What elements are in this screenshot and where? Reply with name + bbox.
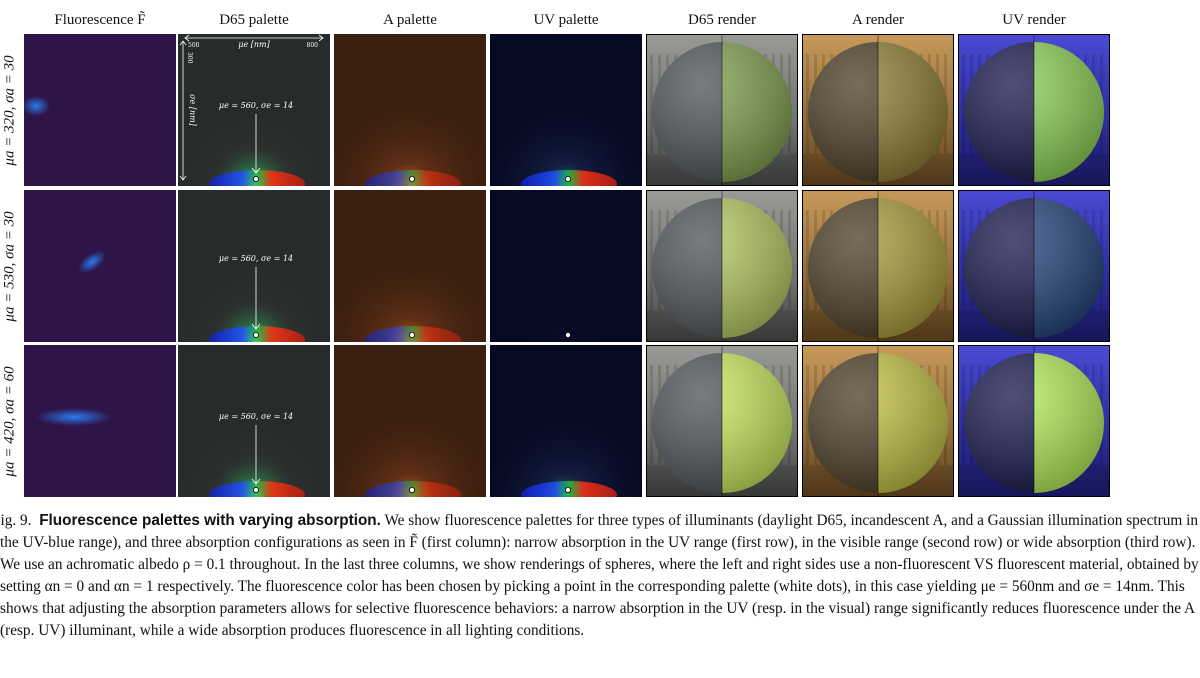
palette-annotation: μe = 560, σe = 14: [219, 101, 293, 110]
uv-render-row-1: [958, 34, 1110, 186]
row-label-3: μa = 420, σa = 60: [1, 365, 18, 477]
y-axis-label: σe [nm]: [188, 94, 197, 127]
a-render-row-2: [802, 190, 954, 342]
absorption-blob: [78, 250, 106, 274]
figure-caption: Fig. 9. Fluorescence palettes with varyi…: [0, 510, 1200, 642]
absorption-blob: [24, 96, 50, 116]
d65-palette-row-2: μe = 560, σe = 14: [178, 190, 330, 342]
a-palette-row-3: [334, 345, 486, 497]
uv-palette-row-1: [490, 34, 642, 186]
header-a-render: A render: [851, 12, 905, 28]
fluorescence-map-row-2: [24, 190, 176, 342]
row-label-1: μa = 320, σa = 30: [1, 54, 18, 166]
selected-point-dot: [565, 486, 572, 493]
d65-palette-row-1: μe = 560, σe = 14 μe [nm] 500 800 σe [nm] 300: [178, 34, 330, 186]
d65-render-row-2: [646, 190, 798, 342]
header-d65-palette: D65 palette: [219, 12, 289, 28]
absorption-blob: [36, 408, 112, 426]
x-axis-min: 500: [188, 42, 200, 49]
caption-title: Fluorescence palettes with varying absor…: [39, 512, 381, 529]
d65-render-row-3: [646, 345, 798, 497]
selected-point-dot: [409, 331, 416, 338]
d65-render-row-1: [646, 34, 798, 186]
a-render-row-1: [802, 34, 954, 186]
header-d65-render: D65 render: [688, 12, 756, 28]
a-palette-row-1: [334, 34, 486, 186]
uv-palette-row-2: [490, 190, 642, 342]
a-render-row-3: [802, 345, 954, 497]
uv-palette-row-3: [490, 345, 642, 497]
header-a-palette: A palette: [383, 12, 437, 28]
header-uv-palette: UV palette: [533, 12, 599, 28]
fluorescence-map-row-3: [24, 345, 176, 497]
x-axis-max: 800: [307, 42, 319, 49]
fluorescence-map-row-1: [24, 34, 176, 186]
selected-point-dot: [565, 175, 572, 182]
y-axis-max: 300: [186, 52, 193, 64]
selected-point-dot: [253, 486, 260, 493]
selected-point-dot: [253, 175, 260, 182]
a-palette-row-2: [334, 190, 486, 342]
row-label-2: μa = 530, σa = 30: [1, 210, 18, 322]
selected-point-dot: [409, 175, 416, 182]
uv-render-row-2: [958, 190, 1110, 342]
header-uv-render: UV render: [1002, 12, 1066, 28]
uv-render-row-3: [958, 345, 1110, 497]
palette-annotation: μe = 560, σe = 14: [219, 412, 293, 421]
caption-figure-label: Fig. 9.: [0, 512, 32, 529]
selected-point-dot: [409, 486, 416, 493]
x-axis-label: μe [nm]: [238, 40, 270, 49]
d65-palette-row-3: μe = 560, σe = 14: [178, 345, 330, 497]
palette-annotation: μe = 560, σe = 14: [219, 254, 293, 263]
selected-point-dot: [565, 331, 572, 338]
selected-point-dot: [253, 331, 260, 338]
caption-body: We show fluorescence palettes for three …: [0, 512, 1199, 639]
header-fluorescence: Fluorescence F̃: [54, 12, 146, 28]
